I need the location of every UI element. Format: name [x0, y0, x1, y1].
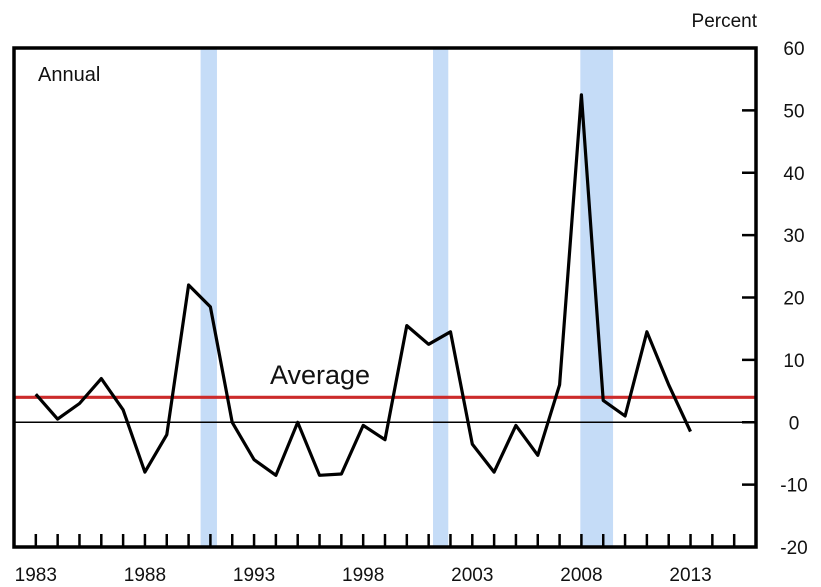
y-tick-labels: 60 50 40 30 20 10 0 -10 -20: [780, 39, 807, 559]
recession-band-2: [433, 48, 449, 547]
x-tick-labels: 1983 1988 1993 1998 2003 2008 2013: [15, 565, 712, 586]
y-tick-label: -10: [780, 476, 807, 497]
x-tick-label: 2008: [560, 565, 602, 586]
x-tick-label: 1983: [15, 565, 57, 586]
y-tick-label: 20: [783, 289, 804, 310]
y-tick-label: -20: [780, 538, 807, 559]
x-tick-label: 1998: [342, 565, 384, 586]
series-line: [34, 93, 692, 477]
x-ticks: [34, 534, 736, 547]
y-tick-label: 10: [783, 351, 804, 372]
plot-frame: [12, 46, 758, 549]
x-tick-label: 2003: [451, 565, 493, 586]
unit-label: Percent: [692, 11, 758, 32]
average-label: Average: [270, 360, 370, 390]
y-tick-label: 40: [783, 164, 804, 185]
frequency-label: Annual: [38, 64, 100, 86]
x-tick-label: 2013: [669, 565, 711, 586]
y-tick-label: 30: [783, 226, 804, 247]
x-tick-label: 1993: [233, 565, 275, 586]
y-tick-label: 0: [789, 413, 800, 434]
x-tick-label: 1988: [124, 565, 166, 586]
y-ticks: [742, 46, 756, 549]
recession-bands: [200, 48, 614, 547]
y-tick-label: 60: [783, 39, 804, 60]
y-tick-label: 50: [783, 101, 804, 122]
